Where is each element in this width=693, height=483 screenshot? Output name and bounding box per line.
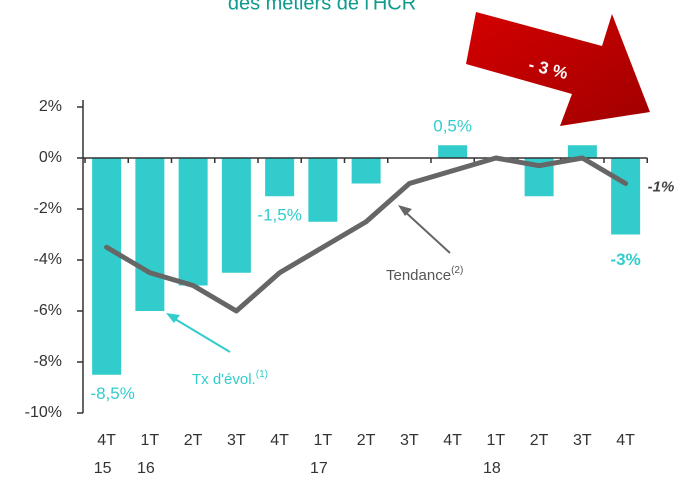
chart-title: des métiers de l'HCR — [228, 0, 416, 14]
x-tick-label: 4T — [270, 432, 289, 449]
x-tick-year: 16 — [137, 460, 155, 477]
x-tick-label: 4T — [97, 432, 116, 449]
series-annotation: Tx d'évol.(1) — [192, 369, 268, 388]
annotation-text: Tendance — [386, 267, 451, 284]
x-tick-label: 4T — [443, 432, 462, 449]
x-tick-label: 4T — [616, 432, 635, 449]
bar — [221, 158, 251, 273]
pointer-arrow — [401, 208, 451, 254]
trend-arrow — [466, 12, 650, 126]
pointer-arrow-head — [166, 313, 180, 323]
y-tick-label: -2% — [34, 200, 62, 217]
bar — [92, 158, 122, 375]
bar — [567, 145, 597, 158]
x-tick-label: 2T — [530, 432, 549, 449]
bar — [135, 158, 165, 311]
y-tick-label: -6% — [34, 302, 62, 319]
x-tick-year: 18 — [483, 460, 501, 477]
annotation-sup: (2) — [451, 265, 463, 276]
annotation-sup: (1) — [256, 369, 268, 380]
y-tick-label: -8% — [34, 353, 62, 370]
x-tick-label: 3T — [573, 432, 592, 449]
x-tick-label: 1T — [141, 432, 160, 449]
x-tick-label: 3T — [400, 432, 419, 449]
pointer-arrow — [169, 315, 231, 353]
trend-line — [104, 155, 629, 314]
bar — [351, 158, 381, 184]
bar-value-label: 0,5% — [433, 117, 472, 136]
x-tick-label: 2T — [184, 432, 203, 449]
bar — [438, 145, 468, 158]
annotation-text: Tx d'évol. — [192, 371, 256, 388]
x-tick-label: 3T — [227, 432, 246, 449]
series-annotation: Tendance(2) — [386, 265, 463, 284]
bar — [308, 158, 338, 222]
x-tick-year: 15 — [94, 460, 112, 477]
y-tick-label: 2% — [39, 98, 62, 115]
x-tick-label: 2T — [357, 432, 376, 449]
bar-value-label: -8,5% — [90, 384, 134, 403]
bar-value-label: -1,5% — [257, 206, 301, 225]
line-value-label: -1% — [648, 178, 675, 195]
x-tick-year: 17 — [310, 460, 328, 477]
bar — [178, 158, 208, 286]
pointer-arrow-head — [398, 205, 412, 216]
bar-value-label: -3% — [611, 250, 641, 269]
bar — [265, 158, 295, 197]
bar — [611, 158, 641, 235]
y-tick-label: -10% — [25, 404, 62, 421]
y-tick-label: -4% — [34, 251, 62, 268]
y-tick-label: 0% — [39, 149, 62, 166]
x-tick-label: 1T — [314, 432, 333, 449]
x-tick-label: 1T — [487, 432, 506, 449]
